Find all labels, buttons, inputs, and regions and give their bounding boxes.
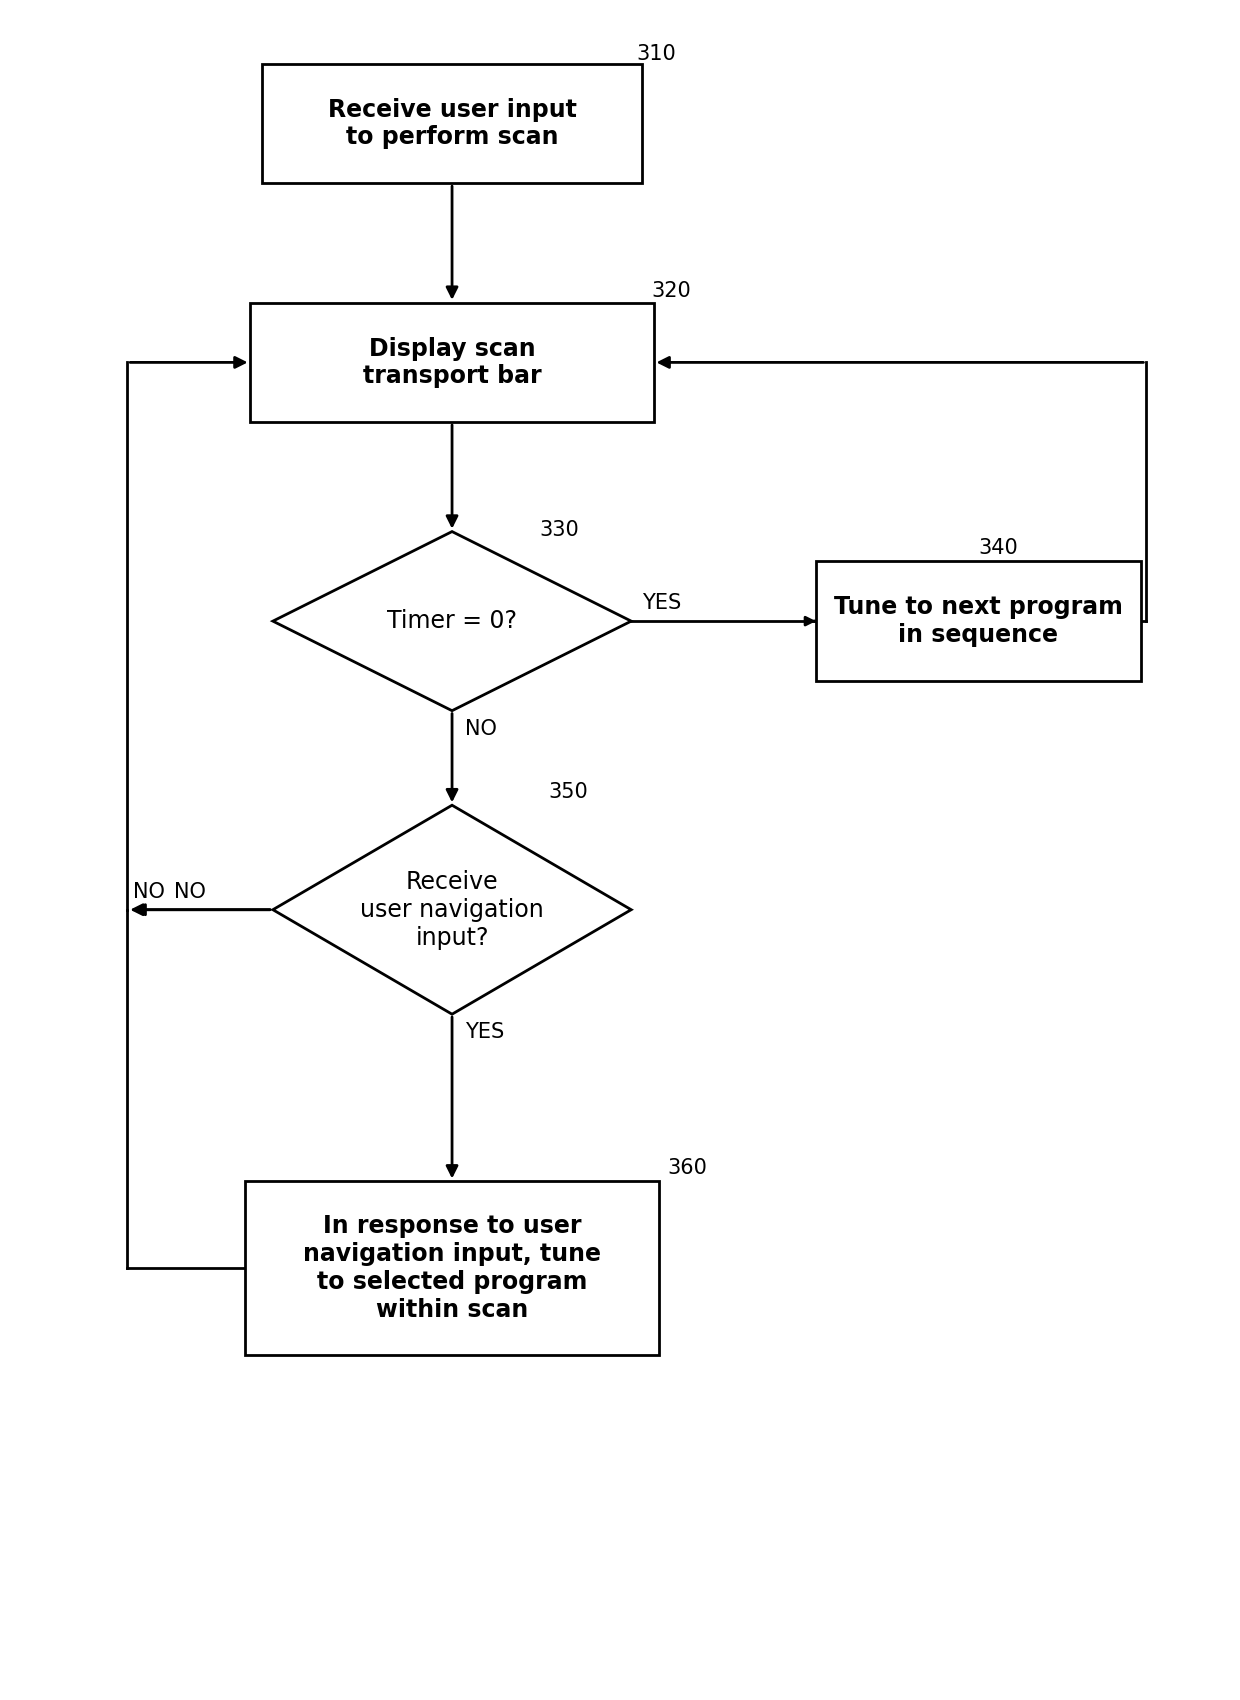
Text: In response to user
navigation input, tune
to selected program
within scan: In response to user navigation input, tu…: [303, 1214, 601, 1321]
Polygon shape: [273, 532, 631, 711]
Text: NO: NO: [133, 882, 165, 901]
Text: 340: 340: [978, 539, 1018, 558]
Polygon shape: [273, 806, 631, 1015]
Bar: [262, 65, 642, 184]
Text: NO: NO: [465, 719, 497, 738]
Text: 360: 360: [667, 1158, 707, 1178]
Text: 310: 310: [637, 44, 677, 65]
Text: 320: 320: [651, 280, 691, 301]
Text: Timer = 0?: Timer = 0?: [387, 609, 517, 632]
Text: YES: YES: [465, 1022, 505, 1042]
Text: Display scan
transport bar: Display scan transport bar: [363, 337, 542, 388]
Text: NO: NO: [174, 882, 206, 901]
Text: 330: 330: [539, 520, 579, 539]
Text: 350: 350: [548, 782, 588, 802]
Bar: [246, 1182, 660, 1355]
Bar: [816, 561, 1141, 680]
Text: Tune to next program
in sequence: Tune to next program in sequence: [833, 595, 1122, 648]
Text: Receive
user navigation
input?: Receive user navigation input?: [360, 870, 544, 950]
Bar: [250, 303, 653, 422]
Text: YES: YES: [642, 593, 682, 614]
Text: Receive user input
to perform scan: Receive user input to perform scan: [327, 97, 577, 150]
